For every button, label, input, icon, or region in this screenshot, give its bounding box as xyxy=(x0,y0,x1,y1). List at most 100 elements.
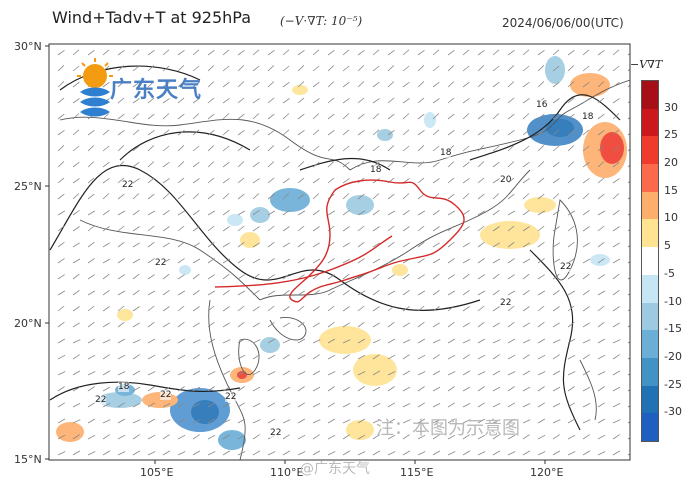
wind-barb xyxy=(387,434,396,440)
wind-barb xyxy=(582,145,590,152)
wind-barb xyxy=(312,339,321,344)
wind-barb xyxy=(267,305,275,312)
wind-barb xyxy=(477,129,485,136)
wind-barb xyxy=(372,370,381,376)
wind-barb xyxy=(177,49,185,56)
wind-barb xyxy=(582,226,590,232)
wind-barb xyxy=(207,225,215,232)
wind-barb xyxy=(402,145,410,152)
wind-barb xyxy=(582,403,591,408)
wind-barb xyxy=(162,178,170,184)
wind-barb xyxy=(552,339,561,344)
lon-label-105: 105°E xyxy=(140,466,174,479)
wind-barb xyxy=(507,451,516,456)
wind-barb xyxy=(282,258,291,264)
wind-barb xyxy=(162,370,171,376)
wind-barb xyxy=(417,354,426,360)
wind-barb xyxy=(582,370,591,376)
wind-barb xyxy=(612,49,620,56)
wind-barb xyxy=(522,370,531,376)
wind-barb xyxy=(282,403,291,408)
wind-barb xyxy=(447,225,455,232)
wind-barb xyxy=(402,242,411,248)
wind-barb xyxy=(297,371,306,376)
wind-barb xyxy=(477,97,485,104)
wind-barb xyxy=(282,81,290,88)
wind-barb xyxy=(372,65,380,72)
wind-barb xyxy=(102,306,110,312)
wind-barb xyxy=(387,225,395,232)
wind-barb xyxy=(372,209,380,216)
isotherm-label: 22 xyxy=(270,428,282,438)
wind-barb xyxy=(342,209,350,216)
wind-barb xyxy=(192,419,201,424)
wind-barb xyxy=(297,225,305,232)
wind-barb xyxy=(117,274,125,280)
wind-barb xyxy=(492,145,500,152)
wind-barb xyxy=(177,177,185,184)
wind-barb xyxy=(57,305,65,312)
isotherm-label: 18 xyxy=(118,382,130,392)
wind-barb xyxy=(312,289,320,296)
wind-barb xyxy=(612,258,621,264)
wind-barb xyxy=(342,193,350,200)
wind-barb xyxy=(342,65,350,72)
wind-barb xyxy=(462,354,470,360)
wind-barb xyxy=(237,81,245,88)
wind-barb xyxy=(597,113,605,120)
wind-barb xyxy=(417,386,425,392)
wind-barb xyxy=(72,306,80,312)
wind-barb xyxy=(447,290,456,296)
wind-barb xyxy=(492,370,501,376)
wind-barb xyxy=(372,129,380,136)
wind-barb xyxy=(627,373,630,376)
wind-barb xyxy=(207,290,216,296)
wind-barb xyxy=(87,274,95,280)
wind-barb xyxy=(627,228,630,232)
wind-barb xyxy=(432,258,441,264)
wind-barb xyxy=(177,97,185,104)
wind-barb xyxy=(87,321,95,328)
wind-barb xyxy=(72,65,80,72)
wind-barb xyxy=(132,178,140,184)
wind-barb xyxy=(432,129,440,136)
wind-barb xyxy=(537,113,545,120)
wind-barb xyxy=(162,129,170,136)
wind-barb xyxy=(192,209,200,216)
wind-barb xyxy=(327,177,335,184)
wind-barb xyxy=(252,65,260,72)
wind-barb xyxy=(192,289,200,296)
wind-barb xyxy=(162,434,170,440)
wind-barb xyxy=(582,178,590,184)
wind-barb xyxy=(177,210,186,216)
wind-barb xyxy=(522,193,530,200)
wind-barb xyxy=(327,113,335,120)
wind-barb xyxy=(507,386,515,392)
wind-barb xyxy=(387,210,396,216)
wind-barb xyxy=(87,402,96,408)
wind-barb xyxy=(537,354,546,360)
colorbar-tick-label: -25 xyxy=(664,377,682,391)
wind-barb xyxy=(492,273,500,280)
wind-barb xyxy=(612,113,620,120)
wind-barb xyxy=(252,129,260,136)
wind-barb xyxy=(567,193,575,200)
wind-barb xyxy=(627,357,630,360)
wind-barb xyxy=(312,129,320,136)
wind-barb xyxy=(102,193,110,200)
wind-barb xyxy=(72,81,80,88)
wind-barb xyxy=(117,49,125,56)
wind-barb xyxy=(267,354,276,360)
wind-barb xyxy=(147,354,156,360)
wind-barb xyxy=(177,161,185,168)
wind-barb xyxy=(492,242,501,248)
wind-barb xyxy=(207,418,216,424)
wind-barb xyxy=(552,258,561,264)
wind-barb xyxy=(537,210,546,216)
colorbar-segment xyxy=(642,136,658,165)
wind-barb xyxy=(312,65,320,72)
wind-barb xyxy=(87,290,96,296)
wind-barb xyxy=(177,371,186,376)
wind-barb xyxy=(522,450,531,456)
wind-barb xyxy=(192,354,200,360)
